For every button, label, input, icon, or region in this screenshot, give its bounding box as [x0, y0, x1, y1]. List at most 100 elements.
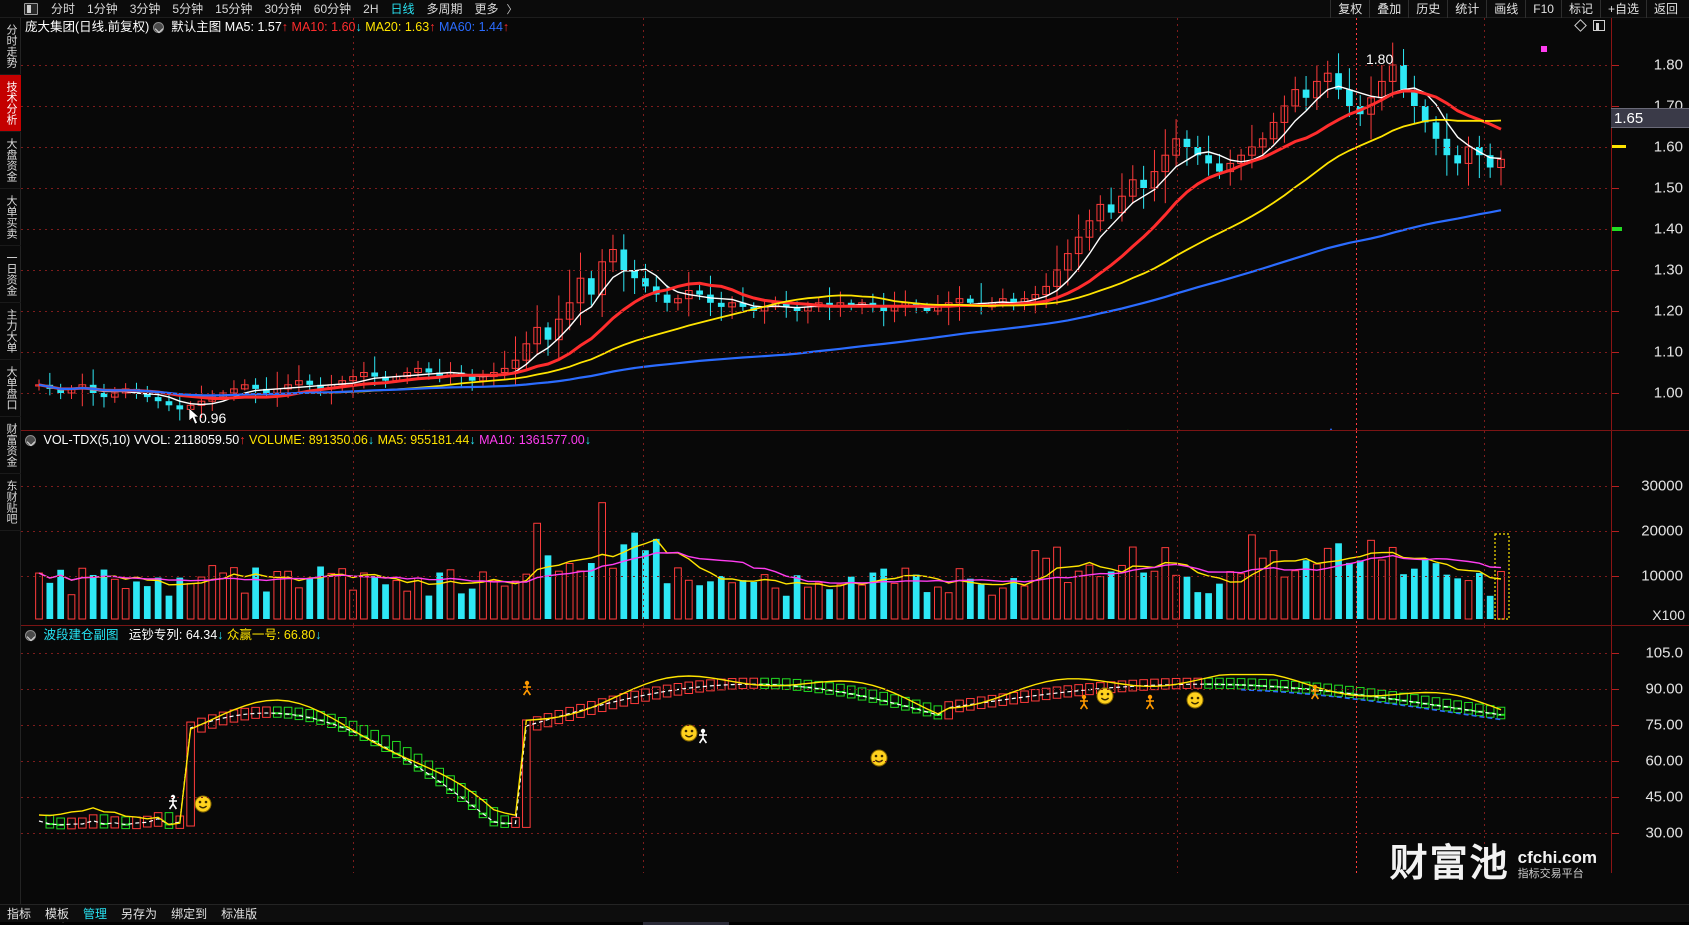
layout-icon[interactable]	[24, 2, 38, 15]
volume-dir: ↓	[367, 433, 375, 447]
ma20-axis-marker	[1612, 145, 1626, 148]
toolbar-biaoji[interactable]: 标记	[1560, 0, 1600, 18]
indicator-axis[interactable]: 105.0 90.00 75.00 60.00 45.00 30.00	[1611, 626, 1689, 873]
ma10-dir: ↓	[355, 20, 362, 34]
volume-value: 891350.06	[308, 433, 368, 447]
sidebar-item-jishufenxi[interactable]: 技术分析	[0, 75, 21, 132]
period-15min[interactable]: 15分钟	[215, 1, 253, 16]
gridline	[21, 725, 1611, 726]
price-axis[interactable]: 1.80 1.70 1.60 1.50 1.40 1.30 1.20 1.10 …	[1611, 18, 1689, 430]
indicator-tick: 105.0	[1645, 644, 1683, 662]
period-5min[interactable]: 5分钟	[172, 1, 204, 16]
indicator-curves	[38, 673, 1506, 830]
period-multi[interactable]: 多周期	[426, 1, 463, 16]
period-2h[interactable]: 2H	[363, 1, 379, 16]
period-daily[interactable]: 日线	[390, 1, 415, 16]
volume-plot[interactable]	[21, 431, 1611, 625]
period-60min[interactable]: 60分钟	[313, 1, 352, 16]
bottom-muban[interactable]: 模板	[45, 906, 70, 921]
chevron-right-icon[interactable]: 〉	[506, 3, 518, 16]
gridline	[1484, 626, 1485, 873]
price-tick: 1.30	[1653, 261, 1683, 279]
price-tick: 1.60	[1653, 138, 1683, 156]
sidebar-item-fenshizoushi[interactable]: 分时走势	[0, 18, 21, 75]
yunchao-value: 64.34	[185, 628, 218, 642]
price-candles	[35, 42, 1505, 421]
yunchao-dir: ↓	[217, 628, 224, 642]
price-pane: 庞大集团(日线.前复权) 默认主图 MA5: 1.57↑ MA10: 1.60↓…	[21, 18, 1689, 430]
toolbar-add-favorite[interactable]: +自选	[1599, 0, 1646, 18]
chart-area: 庞大集团(日线.前复权) 默认主图 MA5: 1.57↑ MA10: 1.60↓…	[21, 18, 1689, 904]
gridline	[21, 689, 1611, 690]
bottom-lingcunwei[interactable]: 另存为	[121, 906, 158, 921]
period-fenshi[interactable]: 分时	[51, 1, 76, 16]
toolbar-back[interactable]: 返回	[1645, 0, 1685, 18]
ma20-value: 1.63	[404, 20, 430, 34]
price-plot[interactable]: 1.80 0.96 耧 增 跌 财 涨	[21, 18, 1611, 430]
sub-indicator-dropdown-icon[interactable]	[25, 630, 36, 641]
period-1min[interactable]: 1分钟	[87, 1, 118, 16]
sidebar-item-dongcaitieba[interactable]: 东财贴吧	[0, 474, 21, 531]
marker-zhang: 涨	[1305, 426, 1318, 430]
toolbar-lishi[interactable]: 历史	[1408, 0, 1447, 18]
left-sidebar: 分时走势 技术分析 大盘资金 大单买卖 一日资金 主力大单 大单盘口 财富资金 …	[0, 18, 21, 922]
sub-indicator-name[interactable]: 波段建仓副图	[43, 628, 119, 642]
stock-title: 庞大集团(日线.前复权)	[25, 20, 150, 34]
diamond-icon[interactable]	[1574, 19, 1587, 32]
indicator-dropdown-icon[interactable]	[152, 22, 164, 33]
panel-layout-icon[interactable]	[1593, 20, 1605, 31]
bottom-zhibiao[interactable]: 指标	[7, 906, 32, 921]
vvol-value: 2118059.50	[174, 433, 240, 447]
gridline	[1177, 18, 1178, 430]
toolbar-f10[interactable]: F10	[1525, 0, 1561, 18]
toolbar-fuquan[interactable]: 复权	[1330, 0, 1369, 18]
indicator-tick: 75.00	[1645, 716, 1683, 734]
gridline	[21, 311, 1611, 312]
gridline	[21, 531, 1611, 532]
vol-ma10-value: 1361577.00	[518, 433, 585, 447]
ma20-label: MA20:	[365, 20, 402, 34]
toolbar-left-spacer	[0, 0, 22, 18]
sidebar-item-dandanmaimai[interactable]: 大单买卖	[0, 189, 21, 246]
volume-indicator-name[interactable]: VOL-TDX(5,10)	[43, 433, 131, 447]
vol-ma10-label: MA10:	[479, 433, 516, 447]
zhongying-label: 众赢一号:	[226, 628, 281, 642]
ma60-value: 1.44	[478, 20, 503, 34]
ma60-label: MA60:	[438, 20, 476, 34]
watermark-domain: cfchi.com	[1517, 848, 1597, 867]
price-tick: 1.00	[1653, 384, 1683, 402]
volume-pane: VOL-TDX(5,10) VVOL: 2118059.50↑ VOLUME: …	[21, 430, 1689, 625]
bottom-bangdingdao[interactable]: 绑定到	[171, 906, 208, 921]
gridline	[21, 270, 1611, 271]
bottom-biaozhunban[interactable]: 标准版	[221, 906, 258, 921]
bottom-guanli[interactable]: 管理	[83, 906, 108, 921]
period-more[interactable]: 更多	[474, 1, 499, 16]
gridline	[21, 229, 1611, 230]
sidebar-item-dadanpankou[interactable]: 大单盘口	[0, 360, 21, 417]
volume-bars	[35, 502, 1510, 620]
watermark-text-group: cfchi.com 指标交易平台	[1518, 849, 1597, 880]
ma5-label: MA5:	[224, 20, 254, 34]
period-30min[interactable]: 30分钟	[264, 1, 302, 16]
sidebar-item-zhulidadan[interactable]: 主力大单	[0, 303, 21, 360]
gridline	[643, 626, 644, 873]
period-3min[interactable]: 3分钟	[129, 1, 161, 16]
toolbar-huaxian[interactable]: 画线	[1486, 0, 1525, 18]
indicator-pane-header: 波段建仓副图 运钞专列: 64.34↓ 众赢一号: 66.80↓	[21, 626, 1689, 645]
volume-indicator-dropdown-icon[interactable]	[25, 435, 36, 446]
ma5-dir: ↑	[281, 20, 289, 34]
sidebar-item-yirizijin[interactable]: 一日资金	[0, 246, 21, 303]
indicator-tick: 30.00	[1645, 824, 1683, 842]
toolbar-tongji[interactable]: 统计	[1447, 0, 1486, 18]
indicator-plot[interactable]	[21, 626, 1611, 873]
main-indicator-name[interactable]: 默认主图	[171, 20, 222, 34]
gridline	[21, 653, 1611, 654]
volume-axis[interactable]: 30000 20000 10000 X100	[1611, 431, 1689, 625]
sidebar-item-dapanzijin[interactable]: 大盘资金	[0, 132, 21, 189]
price-cursor-tag: 1.65	[1611, 108, 1689, 128]
ma20-dir: ↑	[429, 20, 436, 34]
price-callout-low: 0.96	[199, 410, 227, 426]
volume-tick: 20000	[1641, 522, 1683, 540]
sidebar-item-caifuzijin[interactable]: 财富资金	[0, 417, 21, 474]
toolbar-diejia[interactable]: 叠加	[1369, 0, 1408, 18]
